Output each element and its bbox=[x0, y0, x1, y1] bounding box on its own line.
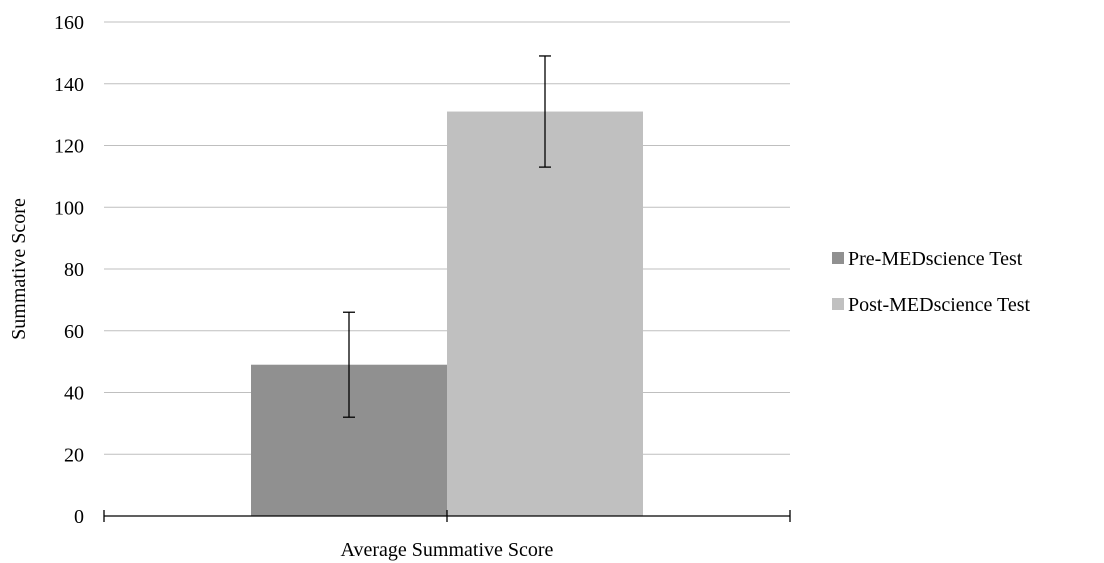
y-tick-label: 140 bbox=[54, 74, 84, 96]
bar-post bbox=[447, 111, 643, 516]
y-tick-label: 60 bbox=[64, 321, 84, 343]
y-tick-label: 0 bbox=[74, 506, 84, 528]
y-tick-label: 40 bbox=[64, 383, 84, 405]
y-tick-label: 160 bbox=[54, 12, 84, 34]
legend-label: Pre-MEDscience Test bbox=[848, 248, 1023, 270]
error-bars bbox=[343, 55, 551, 418]
legend-swatch bbox=[832, 298, 844, 310]
y-tick-label: 80 bbox=[64, 259, 84, 281]
y-tick-label: 120 bbox=[54, 136, 84, 158]
x-category-label: Average Summative Score bbox=[341, 539, 554, 561]
y-tick-label: 100 bbox=[54, 197, 84, 219]
legend: Pre-MEDscience Test Post-MEDscience Test bbox=[832, 248, 1031, 316]
y-axis-title: Summative Score bbox=[8, 198, 30, 340]
x-axis-tick-marks bbox=[103, 510, 791, 522]
bars bbox=[251, 111, 643, 516]
y-axis-ticks: 0 20 40 60 80 100 120 140 160 bbox=[54, 12, 84, 528]
legend-label: Post-MEDscience Test bbox=[848, 294, 1031, 316]
y-tick-label: 20 bbox=[64, 444, 84, 466]
legend-swatch bbox=[832, 252, 844, 264]
